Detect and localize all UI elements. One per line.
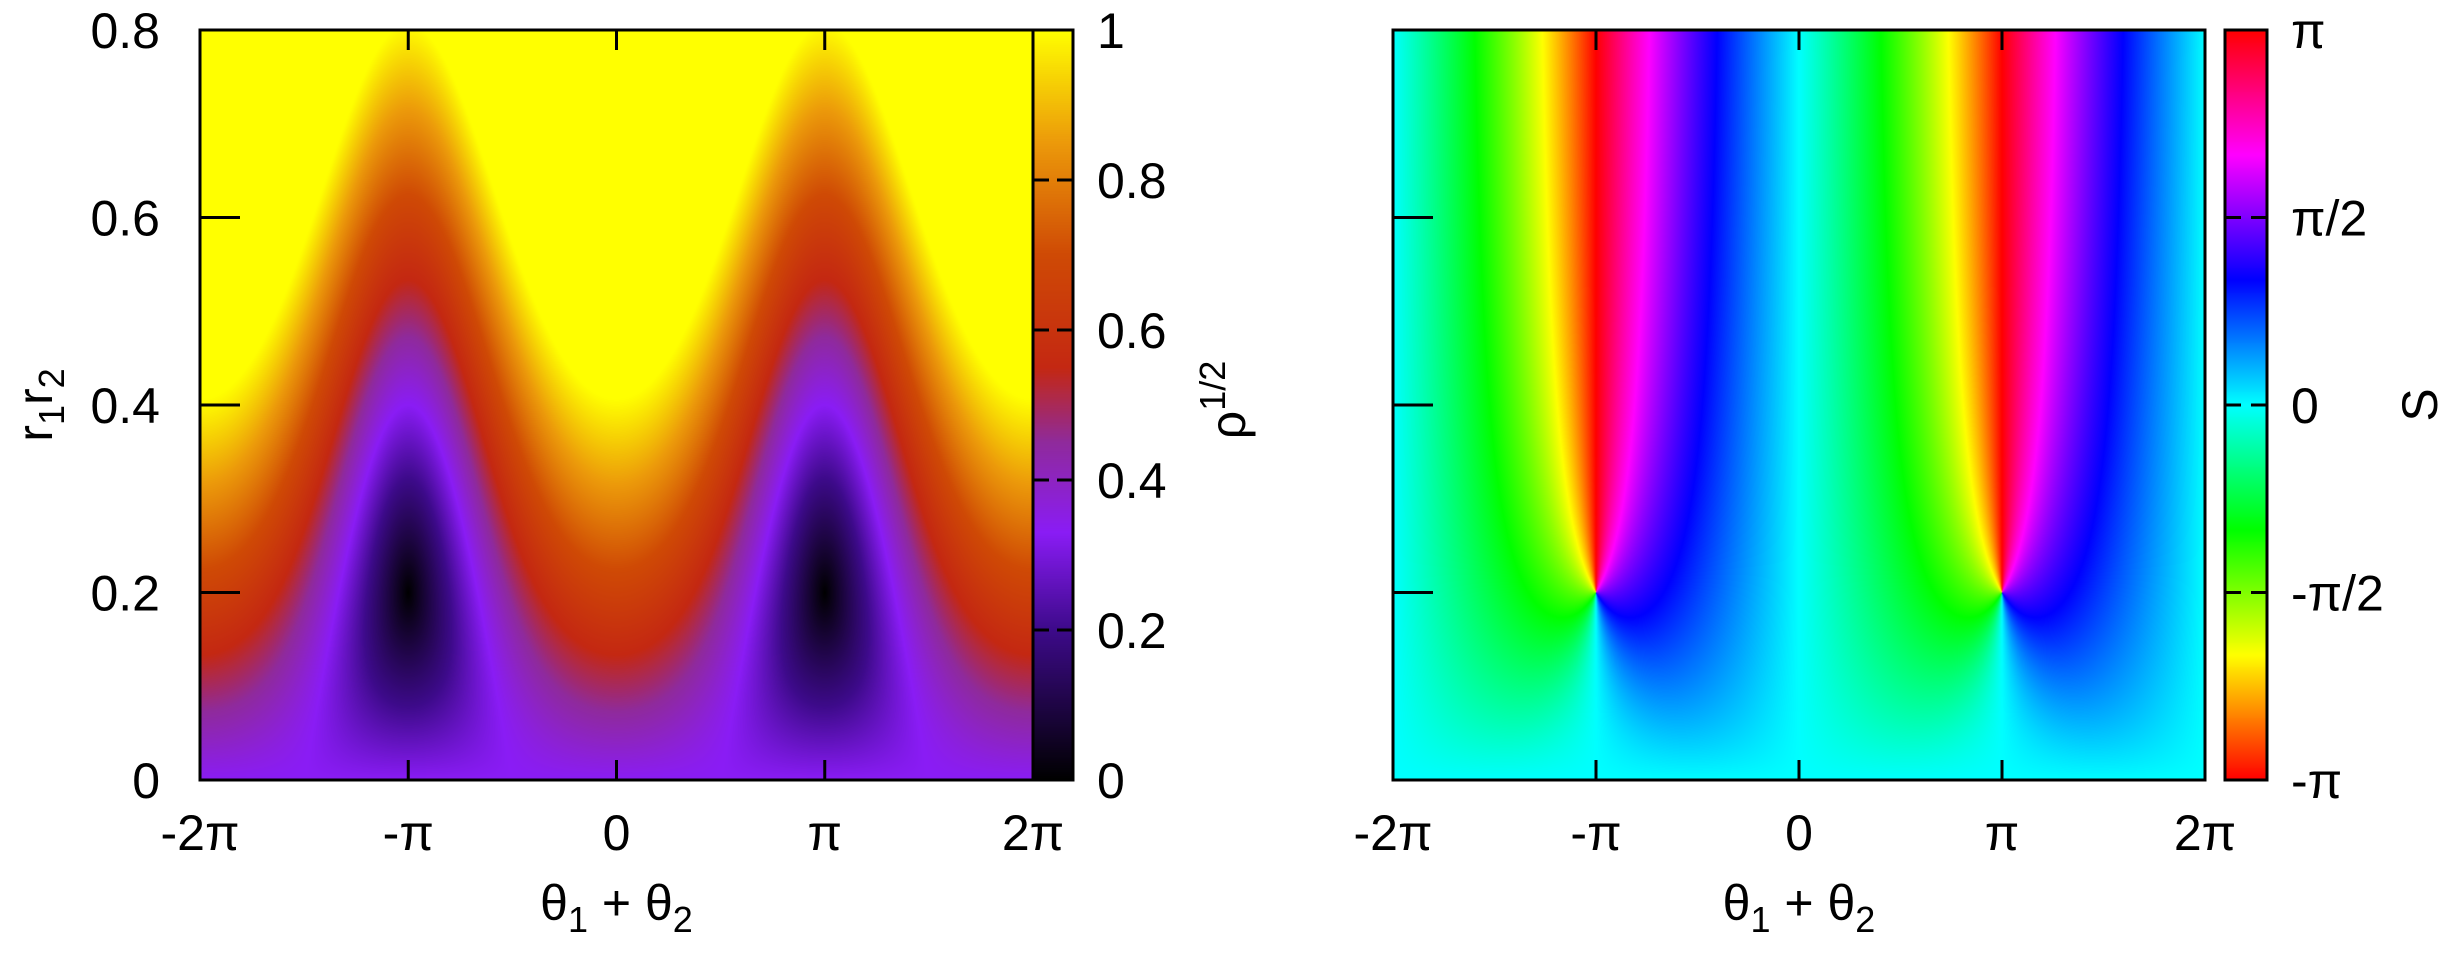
left-cbar-tick-label-3: 0.6 [1097, 303, 1167, 359]
phase-heatmap [1393, 30, 2205, 780]
left-x-tick-label-4: 2π [1002, 805, 1064, 861]
left-colorbar-label: ρ1/2 [1192, 361, 1256, 440]
right-cbar-tick-label-3: π/2 [2291, 191, 2367, 247]
right-cbar-tick-label-1: -π/2 [2291, 566, 2384, 622]
left-cbar-tick-label-4: 0.8 [1097, 153, 1167, 209]
left-cbar-tick-label-1: 0.2 [1097, 603, 1167, 659]
right-colorbar-label: S [2392, 388, 2448, 421]
left-cbar-tick-label-5: 1 [1097, 3, 1125, 59]
left-cbar-tick-label-0: 0 [1097, 753, 1125, 809]
left-cbar-tick-label-2: 0.4 [1097, 453, 1167, 509]
left-y-tick-label-1: 0.2 [90, 566, 160, 622]
right-x-axis-label: θ1 + θ2 [1723, 875, 1876, 940]
left-y-tick-label-3: 0.6 [90, 191, 160, 247]
density-heatmap [200, 30, 1033, 780]
left-y-tick-label-2: 0.4 [90, 378, 160, 434]
left-colorbar-frame [1031, 28, 1075, 782]
left-x-tick-label-0: -2π [161, 805, 240, 861]
right-cbar-tick-label-4: π [2291, 3, 2326, 59]
right-cbar-tick-label-2: 0 [2291, 378, 2319, 434]
left-x-axis-label: θ1 + θ2 [540, 875, 693, 940]
axes-overlay: -2π -π 0 π 2π 0 0.2 0.4 0.6 0.8 0 0.2 0.4 0.6 0.8 1 θ1 +… [7, 3, 2448, 940]
right-x-tick-label-1: -π [1570, 805, 1621, 861]
left-y-tick-label-0: 0 [132, 753, 160, 809]
left-y-tick-label-4: 0.8 [90, 3, 160, 59]
left-y-axis-label: r1r2 [7, 368, 72, 441]
left-x-tick-label-1: -π [383, 805, 434, 861]
left-x-tick-label-3: π [808, 805, 843, 861]
right-x-tick-label-2: 0 [1785, 805, 1813, 861]
right-cbar-tick-label-0: -π [2291, 753, 2342, 809]
right-x-tick-label-4: 2π [2174, 805, 2236, 861]
right-x-tick-label-3: π [1985, 805, 2020, 861]
right-x-tick-label-0: -2π [1354, 805, 1433, 861]
left-x-tick-label-2: 0 [603, 805, 631, 861]
density-colorbar [1033, 30, 1073, 780]
